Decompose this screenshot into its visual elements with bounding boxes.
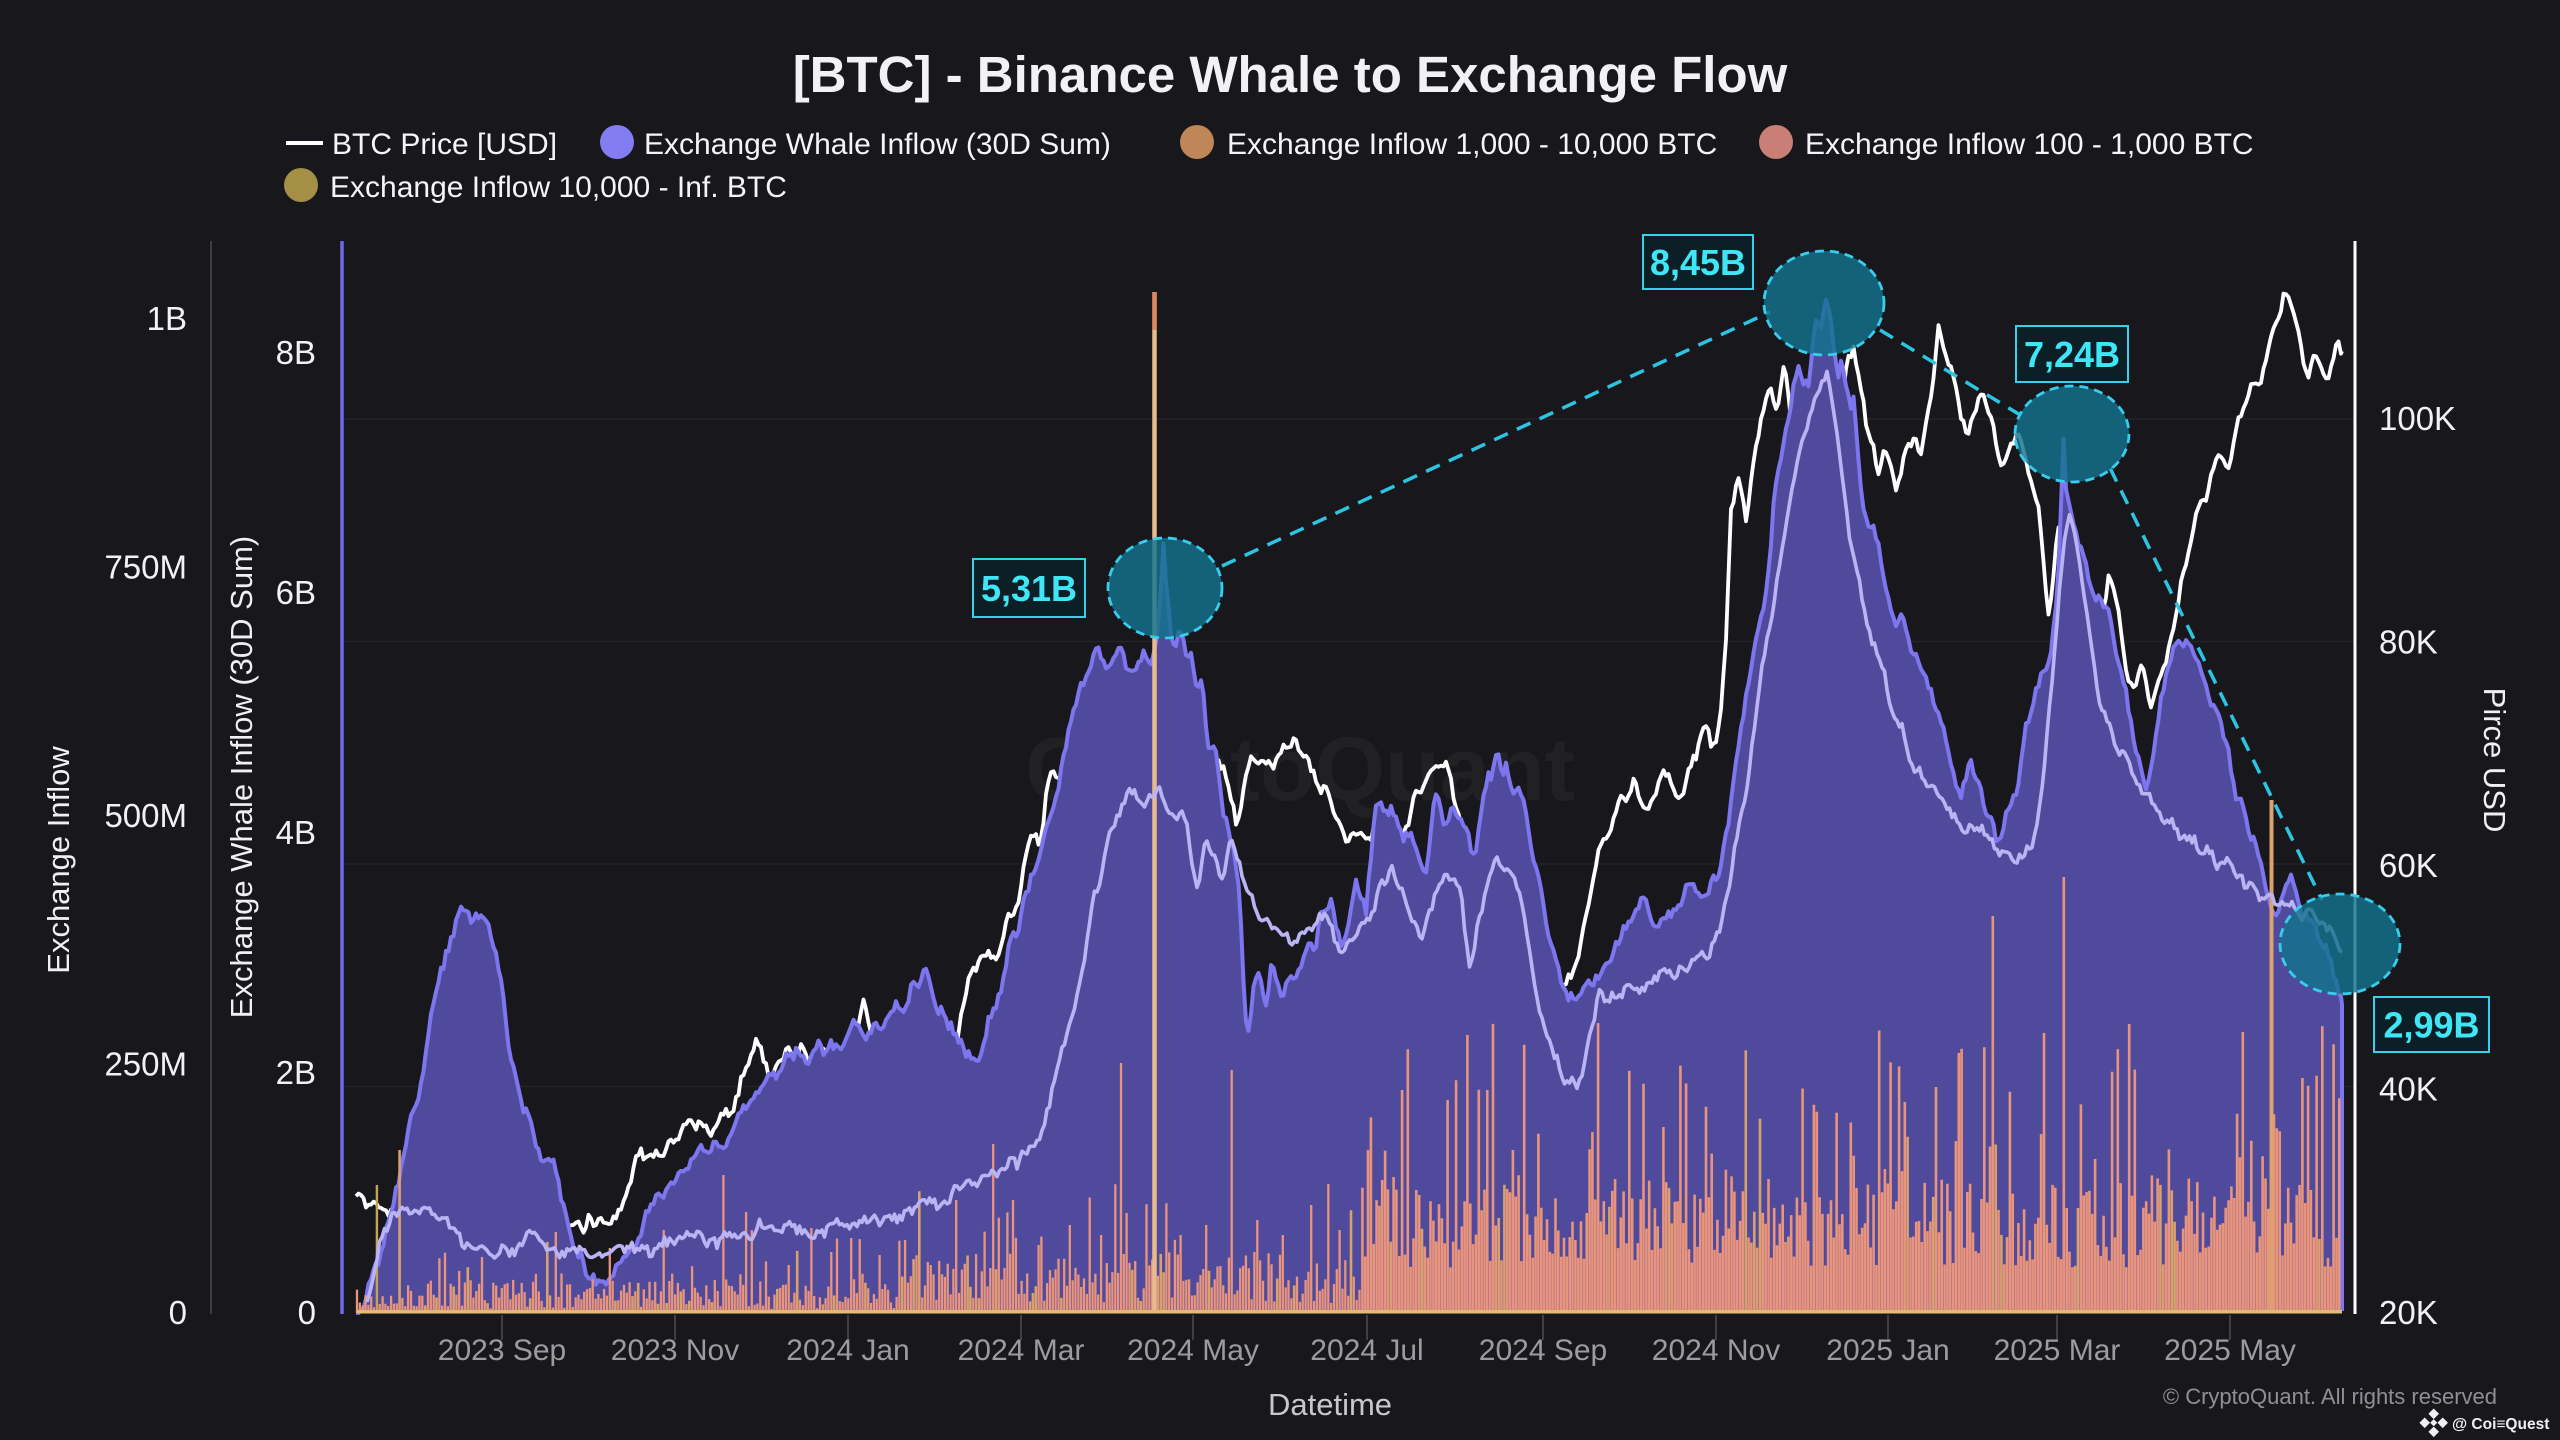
svg-text:2024 Sep: 2024 Sep [1479, 1334, 1607, 1367]
svg-text:8B: 8B [276, 334, 316, 371]
svg-text:Exchange Whale Inflow (30D Sum: Exchange Whale Inflow (30D Sum) [644, 128, 1111, 161]
svg-text:6B: 6B [276, 574, 316, 611]
svg-text:40K: 40K [2379, 1071, 2438, 1108]
svg-text:60K: 60K [2379, 847, 2438, 884]
svg-text:2023 Sep: 2023 Sep [438, 1334, 566, 1367]
svg-text:500M: 500M [104, 797, 187, 834]
svg-text:750M: 750M [104, 549, 187, 586]
svg-text:2023 Nov: 2023 Nov [611, 1334, 739, 1367]
svg-text:Exchange Inflow 1,000 - 10,000: Exchange Inflow 1,000 - 10,000 BTC [1227, 128, 1717, 161]
svg-text:2024 Jan: 2024 Jan [786, 1334, 909, 1367]
svg-text:20K: 20K [2379, 1294, 2438, 1331]
svg-text:1B: 1B [147, 300, 187, 337]
svg-text:0: 0 [298, 1294, 316, 1331]
svg-text:2024 May: 2024 May [1127, 1334, 1259, 1367]
svg-text:4B: 4B [276, 814, 316, 851]
svg-text:Exchange Inflow 100 - 1,000 BT: Exchange Inflow 100 - 1,000 BTC [1805, 128, 2254, 161]
svg-text:BTC Price [USD]: BTC Price [USD] [332, 128, 557, 161]
svg-text:2024 Mar: 2024 Mar [958, 1334, 1085, 1367]
svg-text:100K: 100K [2379, 400, 2456, 437]
svg-text:2025 Jan: 2025 Jan [1826, 1334, 1949, 1367]
svg-text:2025 May: 2025 May [2164, 1334, 2296, 1367]
svg-text:Exchange Whale Inflow (30D Sum: Exchange Whale Inflow (30D Sum) [224, 536, 259, 1018]
svg-text:© CryptoQuant. All rights rese: © CryptoQuant. All rights reserved [2163, 1384, 2497, 1409]
svg-text:80K: 80K [2379, 624, 2438, 661]
svg-text:250M: 250M [104, 1046, 187, 1083]
svg-text:2024 Nov: 2024 Nov [1652, 1334, 1780, 1367]
svg-text:2,99B: 2,99B [2383, 1005, 2479, 1046]
svg-text:Datetime: Datetime [1268, 1387, 1392, 1422]
svg-text:7,24B: 7,24B [2024, 334, 2120, 375]
svg-text:2B: 2B [276, 1054, 316, 1091]
svg-text:5,31B: 5,31B [981, 568, 1077, 609]
svg-text:[BTC] - Binance Whale to Excha: [BTC] - Binance Whale to Exchange Flow [793, 46, 1788, 103]
svg-text:@ Coi≡Quest: @ Coi≡Quest [2452, 1416, 2549, 1433]
svg-text:Exchange Inflow: Exchange Inflow [41, 746, 76, 974]
svg-text:Exchange Inflow 10,000 - Inf.: Exchange Inflow 10,000 - Inf. BTC [330, 171, 787, 204]
svg-text:2025 Mar: 2025 Mar [1994, 1334, 2121, 1367]
svg-text:0: 0 [169, 1294, 187, 1331]
svg-text:8,45B: 8,45B [1650, 242, 1746, 283]
svg-text:Pirce USD: Pirce USD [2477, 688, 2512, 833]
svg-text:2024 Jul: 2024 Jul [1310, 1334, 1423, 1367]
